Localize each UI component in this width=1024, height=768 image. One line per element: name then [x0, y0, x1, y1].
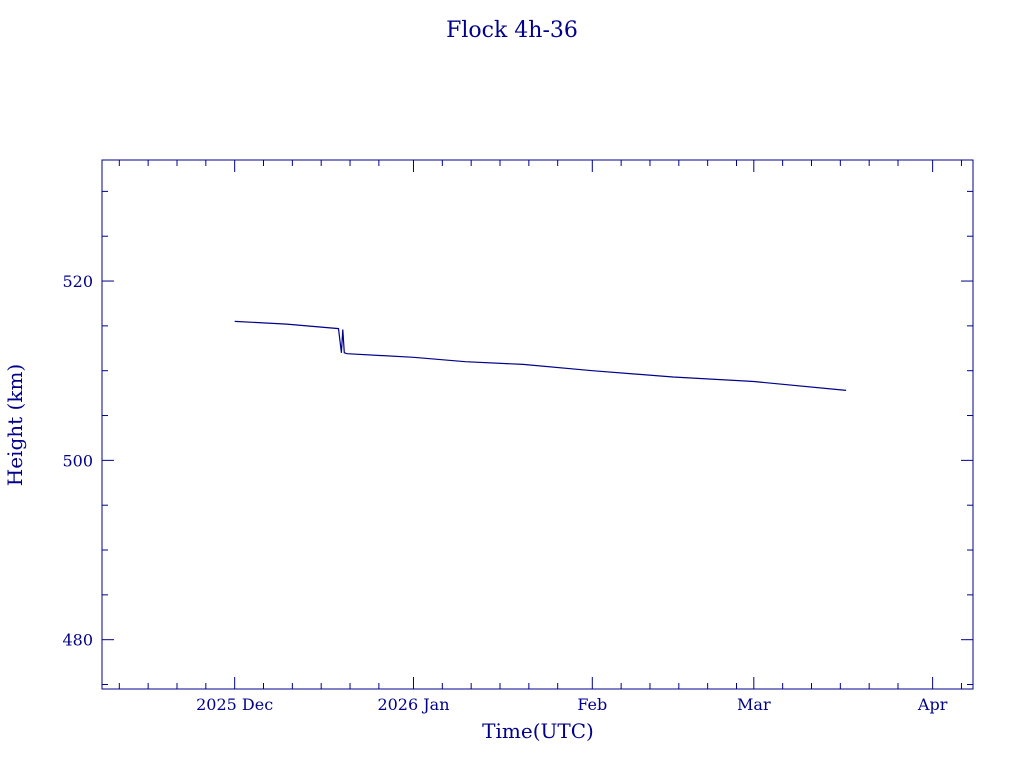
y-tick-label: 500 [62, 451, 93, 470]
y-tick-label: 480 [62, 631, 93, 650]
y-axis-label: Height (km) [3, 364, 27, 486]
plot-border [101, 159, 974, 690]
y-tick-label: 520 [62, 272, 93, 291]
x-tick-label: Feb [577, 695, 607, 714]
plot-frame [101, 159, 974, 690]
x-tick-label: 2026 Jan [377, 695, 449, 714]
chart-title: Flock 4h-36 [446, 18, 578, 43]
series-layer [234, 320, 847, 391]
x-tick-label: 2025 Dec [196, 695, 273, 714]
y-axis-ticks: 480 500 520 [62, 190, 973, 686]
x-tick-label: Mar [737, 695, 771, 714]
x-axis-label: Time(UTC) [482, 719, 594, 743]
height-series-line [234, 320, 847, 391]
x-axis-ticks: 2025 Dec 2026 Jan Feb Mar Apr [118, 160, 962, 714]
x-tick-label: Apr [917, 695, 948, 714]
